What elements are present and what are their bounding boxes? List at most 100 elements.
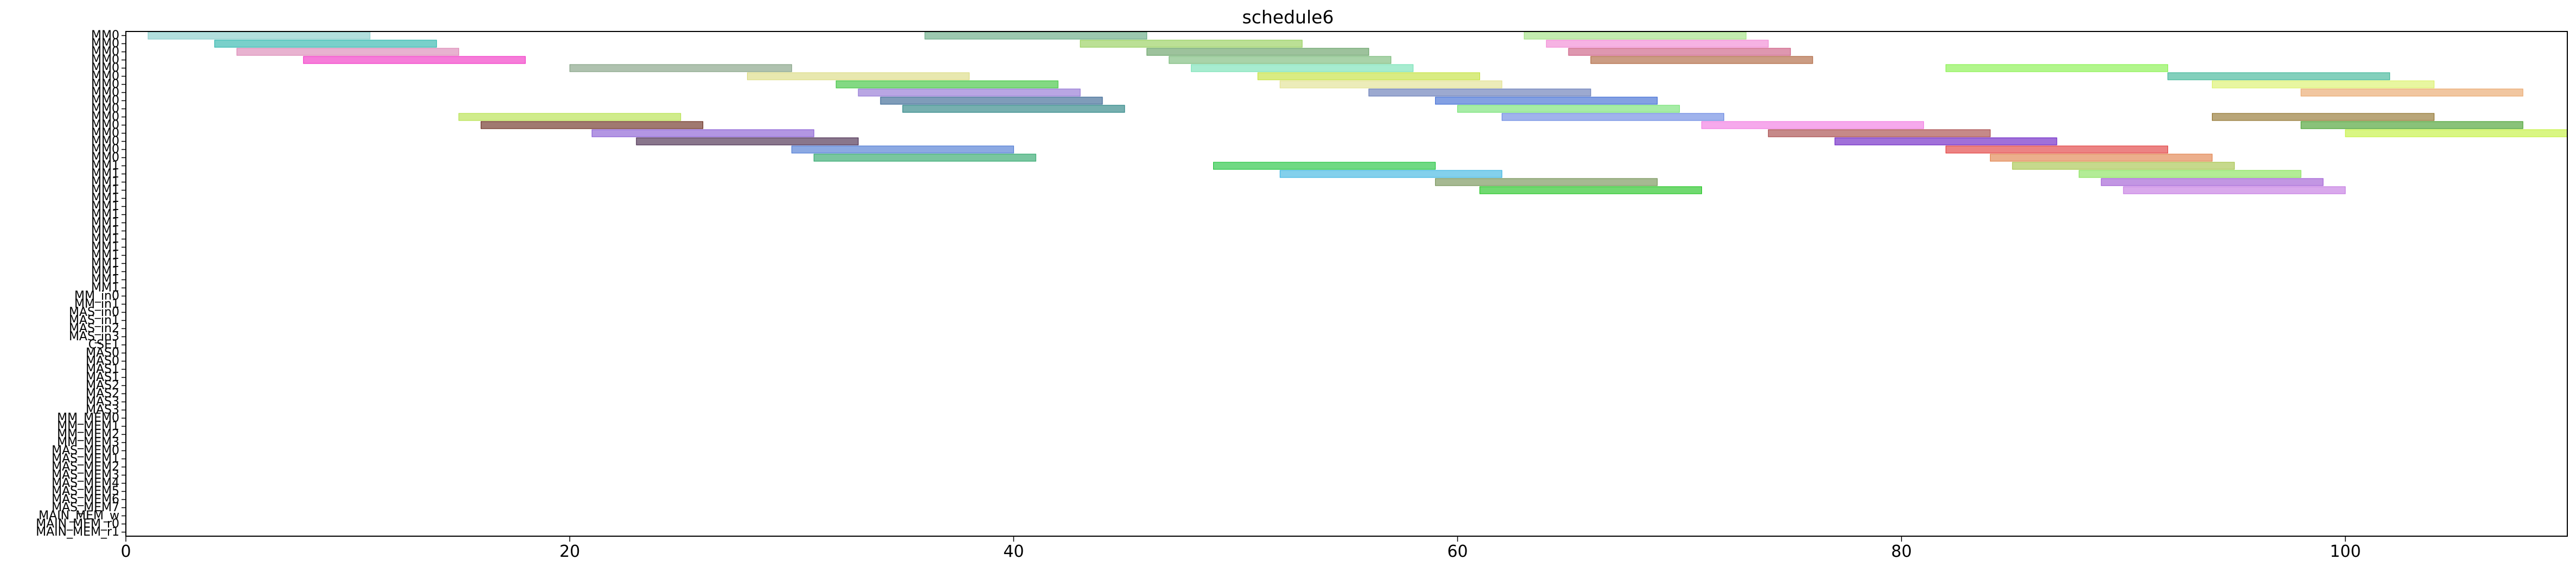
y-tick-label: MM1 <box>91 208 119 221</box>
y-tick-label: MM1 <box>91 183 119 197</box>
y-tick-label: MM1 <box>91 192 119 205</box>
y-tick-label: MM1 <box>91 232 119 246</box>
task-bar <box>458 113 681 121</box>
y-tick-label: MM0 <box>91 37 119 50</box>
task-bar <box>1523 31 1746 40</box>
y-tick-label: MAS0 <box>86 354 119 368</box>
task-bar <box>1146 48 1369 56</box>
y-tick-label: MM1 <box>91 281 119 295</box>
task-bar <box>1990 154 2212 162</box>
y-tick-label: MAS_in0 <box>69 306 119 319</box>
y-tick-label: MM_MEM2 <box>57 428 119 441</box>
task-bar <box>836 80 1059 88</box>
y-tick-label: MAS_in1 <box>69 314 119 327</box>
task-bar <box>1834 137 2057 145</box>
x-tick-label: 60 <box>1447 542 1468 561</box>
y-tick-label: MM0 <box>91 135 119 148</box>
task-bar <box>1279 170 1502 178</box>
task-bar <box>1435 178 1658 186</box>
y-tick-label: MAS_in2 <box>69 322 119 335</box>
y-tick-label: MAIN_MEM_r1 <box>36 525 119 539</box>
plot-frame <box>125 31 2568 537</box>
task-bar <box>2300 121 2523 129</box>
y-tick-label: MAS_MEM2 <box>52 460 119 474</box>
task-bars <box>148 31 2568 194</box>
y-tick-label: MAS_MEM0 <box>52 444 119 457</box>
x-tick-label: 100 <box>2330 542 2361 561</box>
y-tick-label: MM0 <box>91 78 119 91</box>
y-tick-label: MAS_MEM6 <box>52 493 119 506</box>
y-tick-label: MAS0 <box>86 346 119 360</box>
y-tick-label: MM0 <box>91 69 119 83</box>
x-tick-label: 0 <box>120 542 131 561</box>
task-bar <box>858 88 1081 97</box>
task-bar <box>2211 113 2435 121</box>
task-bar <box>1546 40 1769 48</box>
y-tick-label: MAS_MEM3 <box>52 468 119 482</box>
y-tick-label: MAS2 <box>86 387 119 401</box>
y-tick-label: MAS1 <box>86 363 119 376</box>
y-tick-label: MM1 <box>91 240 119 254</box>
y-tick-label: MM1 <box>91 265 119 278</box>
y-tick-label: MM_MEM1 <box>57 420 119 433</box>
y-tick-label: MM1 <box>91 175 119 189</box>
y-tick-label: MM0 <box>91 45 119 59</box>
task-bar <box>791 145 1014 154</box>
task-bar <box>813 154 1036 162</box>
x-tick-label: 80 <box>1891 542 1912 561</box>
y-tick-label: MAIN_MEM_r0 <box>36 517 119 531</box>
y-tick-label: MAS3 <box>86 395 119 409</box>
task-bar <box>2101 178 2324 186</box>
task-bar <box>1768 129 1991 137</box>
x-axis: 0 20 40 60 80 100 <box>120 536 2361 561</box>
y-tick-label: MM1 <box>91 273 119 287</box>
task-bar <box>1457 105 1680 113</box>
task-bar <box>569 64 792 72</box>
y-tick-label: MM1 <box>91 249 119 262</box>
task-bar <box>148 31 371 40</box>
y-tick-label: CSE1 <box>88 338 119 352</box>
task-bar <box>591 129 814 137</box>
task-bar <box>1080 40 1303 48</box>
task-bar <box>1701 121 1924 129</box>
chart-title: schedule6 <box>1242 7 1334 28</box>
task-bar <box>747 72 970 80</box>
y-tick-label: MM0 <box>91 61 119 75</box>
y-tick-label: MM0 <box>91 143 119 156</box>
y-tick-label: MM1 <box>91 224 119 238</box>
y-tick-label: MM1 <box>91 200 119 213</box>
task-bar <box>1946 64 2169 72</box>
task-bar <box>1479 186 1703 194</box>
task-bar <box>214 40 437 48</box>
task-bar <box>303 56 526 64</box>
task-bar <box>2078 170 2301 178</box>
task-bar <box>2345 129 2568 137</box>
y-tick-label: MAS_MEM1 <box>52 452 119 466</box>
y-tick-label: MAS1 <box>86 371 119 384</box>
y-tick-label: MM0 <box>91 126 119 140</box>
y-tick-label: MAS_MEM4 <box>52 476 119 490</box>
task-bar <box>2300 88 2523 97</box>
y-tick-label: MM0 <box>91 110 119 124</box>
task-bar <box>2012 162 2235 170</box>
task-bar <box>1946 145 2169 154</box>
y-tick-label: MM1 <box>91 159 119 173</box>
task-bar <box>1368 88 1591 97</box>
y-tick-label: MM1 <box>91 216 119 230</box>
y-tick-label: MAS_MEM5 <box>52 485 119 498</box>
task-bar <box>1501 113 1724 121</box>
task-bar <box>2167 72 2390 80</box>
y-tick-label: MAS2 <box>86 379 119 392</box>
y-tick-label: MM0 <box>91 102 119 116</box>
y-axis: MM0MM0MM0MM0MM0MM0MM0MM0MM0MM0MM0MM0MM0M… <box>36 29 126 539</box>
task-bar <box>902 105 1125 113</box>
y-tick-label: MM_in0 <box>74 289 119 303</box>
task-bar <box>2211 80 2435 88</box>
y-tick-label: MM0 <box>91 118 119 132</box>
y-tick-label: MM_MEM3 <box>57 436 119 449</box>
task-bar <box>2123 186 2346 194</box>
task-bar <box>1169 56 1392 64</box>
y-tick-label: MM_in1 <box>74 297 119 311</box>
task-bar <box>481 121 704 129</box>
task-bar <box>1435 97 1658 105</box>
